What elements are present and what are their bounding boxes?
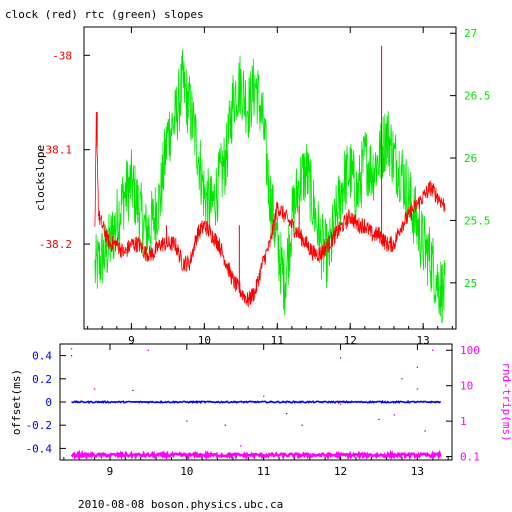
offset-y-tick-label: -0.2 [26,419,53,432]
roundtrip-outlier-point [416,388,419,390]
roundtrip-y-tick-label: 1 [460,415,467,428]
roundtrip-outlier-point [432,349,434,351]
offset-outlier-point [301,424,303,426]
offset-outlier-point [339,357,342,359]
offset-y-tick-label: 0.4 [32,350,52,363]
offset-outlier-point [224,424,226,426]
rtc-y-tick-label: 25.5 [464,214,491,227]
offset-outlier-point [424,430,426,432]
offset-series [71,399,442,405]
top-x-tick-label: 11 [271,334,284,347]
clock-rtc-slope-panel: 9 10 11 12 13 -38 -38.1 -38.2 25 25.5 26 26.5 27 cloc… [34,26,491,347]
top-x-tick-label: 13 [417,334,430,347]
roundtrip-outlier-point [262,395,265,398]
top-plot-frame [83,26,457,330]
offset-y-tick-label: 0.2 [32,373,52,386]
clockslope-axis-label: clockslope [34,145,47,211]
clockslope-y-tick-label: -38.2 [39,238,72,251]
bottom-x-tick-label: 11 [257,465,270,478]
roundtrip-outlier-point [70,348,73,350]
offset-outlier-point [70,355,73,357]
rtc-slope-series [94,49,446,324]
roundtrip-outlier-point [239,445,242,447]
top-x-tick-label: 9 [128,334,135,347]
footer-label: 2010-08-08 boson.physics.ubc.ca [78,498,283,511]
chart-title: clock (red) rtc (green) slopes [5,8,204,21]
bottom-x-tick-label: 13 [411,465,424,478]
roundtrip-outlier-point [93,388,96,390]
roundtrip-series [70,449,442,462]
rtc-y-tick-label: 26 [464,152,477,165]
bottom-x-tick-label: 10 [180,465,193,478]
roundtrip-y-tick-label: 0.1 [460,451,480,464]
roundtrip-y-tick-label: 10 [460,380,473,393]
bottom-x-tick-label: 9 [107,465,114,478]
clock-slope-series [94,111,446,308]
roundtrip-outlier-point [186,420,188,422]
top-x-tick-label: 10 [198,334,211,347]
offset-outlier-point [286,413,288,415]
roundtrip-outlier-point [147,349,150,351]
offset-roundtrip-panel: 9 10 11 12 13 0.4 0.2 0 -0.2 -0.4 100 10 1 0.1 offset(… [10,343,512,478]
offset-outlier-point [416,366,419,368]
offset-axis-label: offset(ms) [10,369,23,435]
offset-y-tick-label: 0 [45,396,52,409]
top-x-tick-label: 12 [344,334,357,347]
roundtrip-outlier-point [393,414,396,416]
rtc-y-tick-label: 25 [464,277,477,290]
rtc-y-tick-label: 27 [464,27,477,40]
offset-outlier-point [132,389,134,391]
offset-outlier-point [401,378,403,380]
roundtrip-y-tick-label: 100 [460,344,480,357]
clockslope-y-tick-label: -38 [52,49,72,62]
roundtrip-axis-label: rnd-trip(ms) [500,362,512,441]
clockslope-y-tick-label: -38.1 [39,144,72,157]
roundtrip-outlier-point [339,403,342,405]
offset-outlier-point [378,418,380,420]
bottom-x-tick-label: 12 [334,465,347,478]
rtc-y-tick-label: 26.5 [464,90,491,103]
offset-y-tick-label: -0.4 [26,442,53,455]
